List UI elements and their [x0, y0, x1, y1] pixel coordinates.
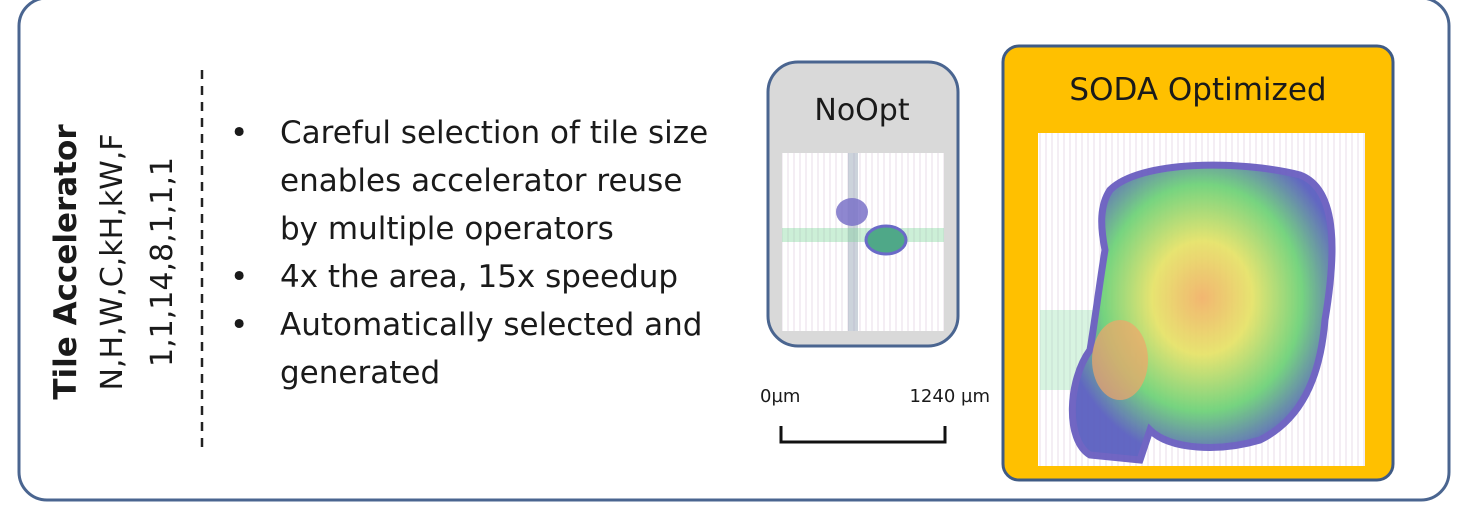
scale-end: 1240 µm	[909, 386, 990, 407]
bullet-list: • Careful selection of tile size enables…	[230, 115, 708, 391]
noopt-title: NoOpt	[814, 93, 909, 128]
bullet-dot: •	[230, 259, 248, 295]
bullet-dot: •	[230, 115, 248, 151]
slide: Tile Accelerator N,H,W,C,kH,kW,F 1,1,14,…	[0, 0, 1460, 507]
scale-bar	[781, 426, 945, 442]
bullet-text: by multiple operators	[280, 211, 614, 247]
soda-title: SODA Optimized	[1069, 72, 1326, 108]
accelerator-title: Tile Accelerator	[48, 124, 84, 400]
noopt-cell	[836, 198, 868, 226]
bullet-text: Careful selection of tile size	[280, 115, 708, 151]
accelerator-params: N,H,W,C,kH,kW,F	[95, 133, 130, 390]
bullet-dot: •	[230, 307, 248, 343]
bullet-text: Automatically selected and	[280, 307, 702, 343]
soda-hotspot	[1092, 320, 1148, 400]
scale-start: 0µm	[760, 386, 800, 407]
soda-box: SODA Optimized	[1003, 46, 1393, 480]
bullet-text: generated	[280, 355, 440, 391]
soda-heatmap	[1072, 165, 1332, 460]
noopt-route	[782, 228, 944, 242]
noopt-box: NoOpt	[768, 62, 958, 346]
accelerator-values: 1,1,14,8,1,1,1	[145, 157, 180, 367]
bullet-text: enables accelerator reuse	[280, 163, 682, 199]
noopt-cell	[866, 226, 906, 254]
bullet-text: 4x the area, 15x speedup	[280, 259, 678, 295]
